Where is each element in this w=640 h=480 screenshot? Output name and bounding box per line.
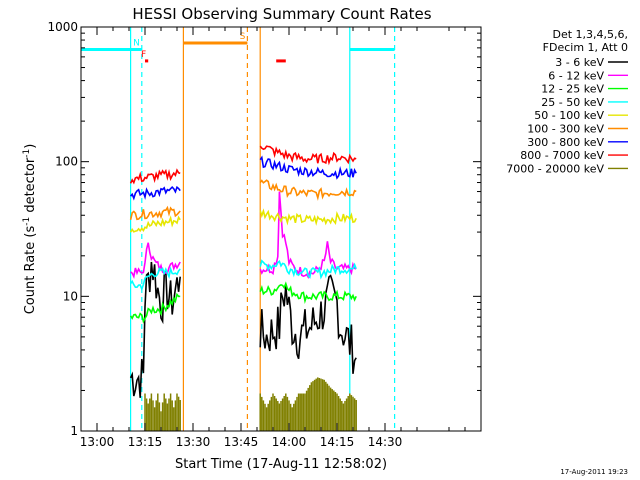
legend-label-3: 25 - 50 keV xyxy=(541,96,604,109)
x-axis-label: Start Time (17-Aug-11 12:58:02) xyxy=(175,457,387,472)
plot-frame xyxy=(80,26,482,432)
x-tick-label: 13:45 xyxy=(224,435,259,449)
state-flag-label-0: N xyxy=(133,39,140,49)
series-line-1-0 xyxy=(130,242,181,280)
chart-title: HESSI Observing Summary Count Rates xyxy=(132,5,431,23)
legend-label-2: 12 - 25 keV xyxy=(541,83,604,96)
series-line-5-0 xyxy=(129,205,181,221)
series-line-4-1 xyxy=(259,208,357,226)
legend-label-5: 100 - 300 keV xyxy=(527,123,604,136)
series-line-0-1 xyxy=(259,274,357,374)
y-tick-label: 10 xyxy=(63,289,78,303)
legend-label-8: 7000 - 20000 keV xyxy=(506,162,604,175)
series-line-6-0 xyxy=(129,185,181,201)
legend: Det 1,3,4,5,6, FDecim 1, Att 0 3 - 6 keV… xyxy=(506,28,628,175)
series-line-2-1 xyxy=(259,281,357,304)
y-tick-label: 100 xyxy=(55,155,78,169)
legend-label-6: 300 - 800 keV xyxy=(527,136,604,149)
x-tick-label: 13:30 xyxy=(176,435,211,449)
x-tick-label: 14:30 xyxy=(368,435,403,449)
x-tick-label: 13:00 xyxy=(80,435,115,449)
series-line-4-0 xyxy=(129,215,181,233)
legend-header-1: Det 1,3,4,5,6, xyxy=(552,28,628,41)
series-line-7-0 xyxy=(129,168,181,185)
legend-label-4: 50 - 100 keV xyxy=(534,109,604,122)
series-line-0-0 xyxy=(129,261,181,398)
x-tick-label: 13:15 xyxy=(128,435,163,449)
y-tick-label: 1 xyxy=(70,424,78,438)
series-line-2-0 xyxy=(129,292,181,324)
state-flag-label-2: F xyxy=(141,50,146,60)
legend-label-7: 800 - 7000 keV xyxy=(520,149,604,162)
series-line-5-1 xyxy=(259,179,357,201)
state-flag-label-1: S xyxy=(240,32,246,42)
series-line-7-1 xyxy=(259,145,357,166)
legend-label-1: 6 - 12 keV xyxy=(548,69,604,82)
x-tick-label: 14:00 xyxy=(272,435,307,449)
series-line-3-0 xyxy=(129,266,181,292)
series-line-6-1 xyxy=(259,155,357,180)
y-tick-label: 1000 xyxy=(47,20,78,34)
footer-timestamp: 17-Aug-2011 19:23 xyxy=(560,468,628,476)
legend-header-2: FDecim 1, Att 0 xyxy=(543,41,628,54)
y-axis-label: Count Rate (s-1 detector-1) xyxy=(22,144,38,315)
legend-label-0: 3 - 6 keV xyxy=(555,56,604,69)
x-tick-label: 14:15 xyxy=(320,435,355,449)
series-line-3-1 xyxy=(259,259,357,280)
series-line-1-1 xyxy=(259,191,357,280)
